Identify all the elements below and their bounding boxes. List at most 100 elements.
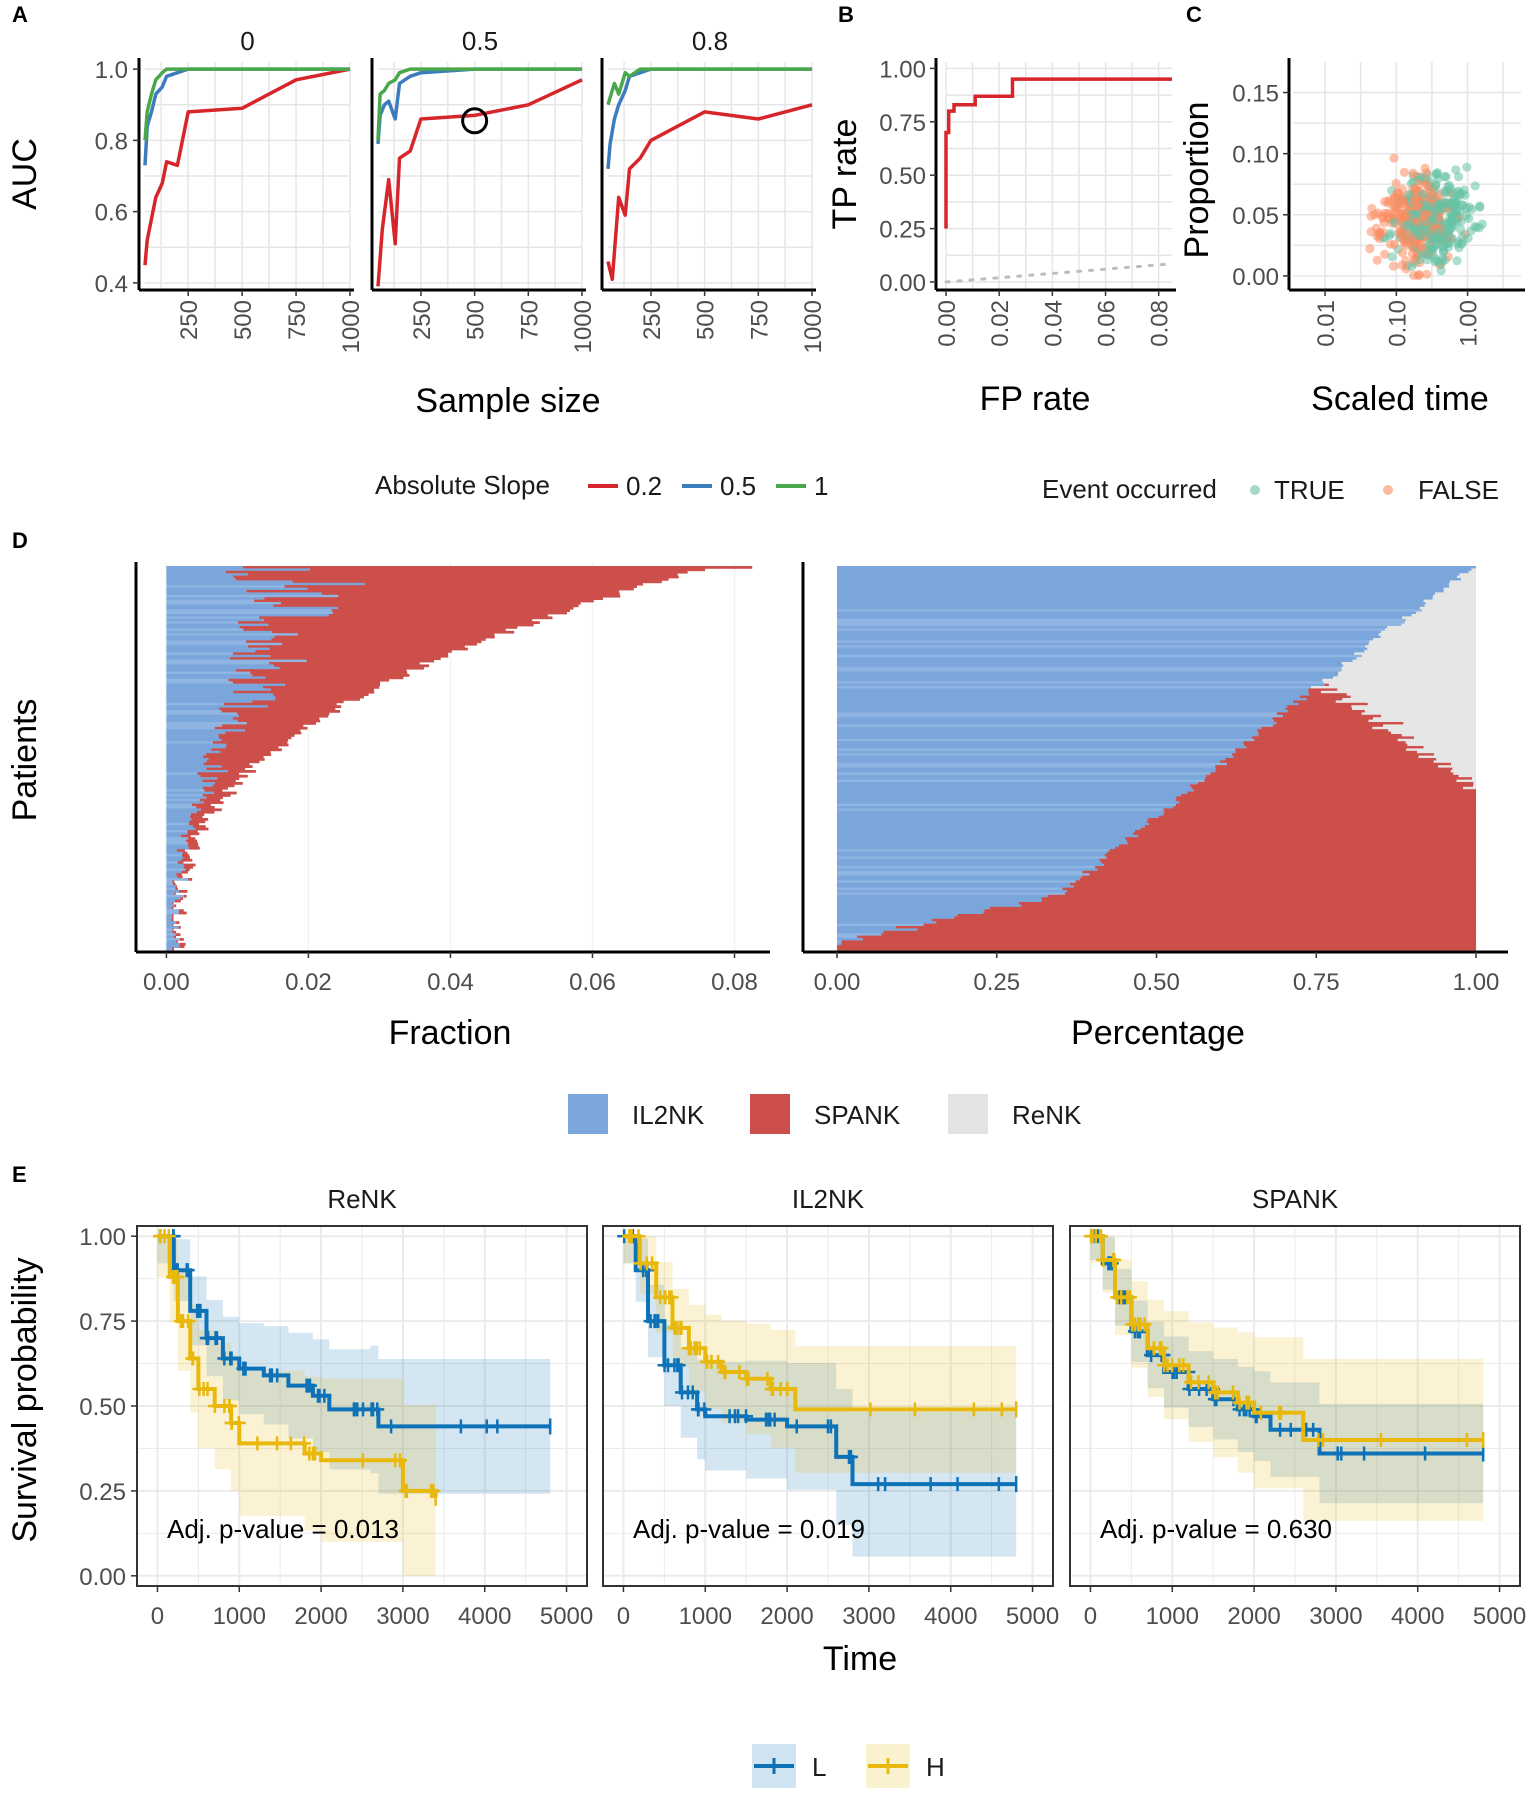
x-tick-label: 1000 xyxy=(1146,1603,1199,1630)
spank-bar xyxy=(1073,885,1477,888)
renk-bar xyxy=(1460,578,1477,581)
il2nk-bar xyxy=(836,885,1074,888)
spank-bar xyxy=(282,642,477,646)
il2nk-bar xyxy=(166,623,269,627)
panel-label: C xyxy=(1186,2,1202,27)
spank-bar xyxy=(271,638,486,641)
scatter-point xyxy=(1421,180,1432,190)
il2nk-bar xyxy=(836,755,1234,759)
y-tick-label: 1.0 xyxy=(95,57,128,84)
x-tick-label: 4000 xyxy=(1391,1603,1444,1630)
il2nk-bar xyxy=(836,786,1192,790)
il2nk-bar xyxy=(166,839,186,843)
spank-bar xyxy=(862,938,1477,941)
renk-bar xyxy=(1448,582,1477,586)
spank-bar xyxy=(200,774,248,778)
il2nk-bar xyxy=(166,717,233,720)
x-tick-label: 2000 xyxy=(760,1603,813,1630)
spank-bar xyxy=(1243,743,1408,747)
facet-title: 0 xyxy=(240,26,254,56)
il2nk-bar xyxy=(836,774,1207,778)
il2nk-bar xyxy=(836,633,1379,636)
y-tick-label: 0.00 xyxy=(879,270,926,297)
scatter-point xyxy=(1466,226,1476,236)
il2nk-bar xyxy=(166,638,272,641)
spank-bar xyxy=(1126,839,1477,843)
spank-bar xyxy=(250,671,408,675)
il2nk-bar xyxy=(836,568,1472,572)
il2nk-bar xyxy=(836,580,1451,584)
il2nk-bar xyxy=(836,863,1104,867)
il2nk-bar xyxy=(166,676,266,680)
spank-bar xyxy=(1041,897,1477,900)
facet-title: SPANK xyxy=(1252,1184,1339,1214)
il2nk-bar xyxy=(836,743,1244,747)
spank-bar xyxy=(228,678,390,682)
y-tick-label: 0.05 xyxy=(1232,203,1279,230)
spank-bar xyxy=(176,921,180,924)
spank-bar xyxy=(175,885,177,888)
il2nk-bar xyxy=(836,933,882,936)
renk-bar xyxy=(1365,645,1477,648)
x-tick-label: 0.50 xyxy=(1133,969,1180,996)
spank-bar xyxy=(279,666,425,670)
il2nk-bar xyxy=(836,772,1211,776)
spank-bar xyxy=(984,909,1477,912)
legend-label: H xyxy=(926,1752,945,1782)
il2nk-bar xyxy=(166,770,228,773)
il2nk-bar xyxy=(836,630,1382,634)
il2nk-bar xyxy=(166,906,172,910)
il2nk-bar xyxy=(166,729,245,732)
renk-bar xyxy=(1311,686,1477,689)
il2nk-bar xyxy=(166,892,175,896)
renk-bar xyxy=(1352,659,1477,663)
scatter-point xyxy=(1415,242,1426,252)
y-tick-label: 0.75 xyxy=(879,110,926,137)
il2nk-bar xyxy=(836,664,1344,668)
renk-bar xyxy=(1342,698,1477,701)
il2nk-bar xyxy=(166,894,184,898)
il2nk-bar xyxy=(836,628,1385,632)
spank-bar xyxy=(1148,818,1477,821)
spank-bar xyxy=(836,947,1477,951)
panel-border xyxy=(602,1225,1054,1587)
il2nk-bar xyxy=(836,712,1277,716)
renk-bar xyxy=(1414,736,1477,740)
il2nk-bar xyxy=(166,750,221,754)
spank-bar xyxy=(1287,705,1352,708)
x-tick-label: 0.10 xyxy=(1384,300,1411,347)
series-line-0-2 xyxy=(143,67,351,266)
scatter-point xyxy=(1397,248,1408,258)
il2nk-bar xyxy=(836,777,1206,780)
il2nk-bar xyxy=(166,801,204,804)
spank-bar xyxy=(1215,770,1451,773)
il2nk-bar xyxy=(166,662,270,665)
renk-bar xyxy=(1384,628,1477,632)
il2nk-bar xyxy=(166,710,222,713)
il2nk-bar xyxy=(836,642,1369,646)
x-tick-label: 0.04 xyxy=(1040,300,1067,347)
spank-bar xyxy=(217,777,240,780)
spank-bar xyxy=(262,686,380,689)
il2nk-bar xyxy=(166,611,334,615)
spank-bar xyxy=(187,832,200,836)
x-tick-label: 0.02 xyxy=(987,300,1014,347)
renk-bar xyxy=(1402,616,1477,620)
il2nk-bar xyxy=(836,659,1353,663)
il2nk-bar xyxy=(166,609,332,612)
spank-bar xyxy=(1158,815,1477,819)
spank-bar xyxy=(214,782,243,785)
spank-bar xyxy=(206,796,223,800)
il2nk-bar xyxy=(836,597,1433,600)
il2nk-bar xyxy=(166,669,237,672)
il2nk-bar xyxy=(166,688,271,692)
il2nk-bar xyxy=(166,851,183,855)
spank-bar xyxy=(1104,854,1477,857)
x-tick-label: 0.00 xyxy=(814,969,861,996)
x-tick-label: 0.25 xyxy=(973,969,1020,996)
scatter-point xyxy=(1391,178,1401,188)
il2nk-bar xyxy=(836,594,1434,598)
censor-marks-H xyxy=(622,1229,1018,1418)
spank-bar xyxy=(179,942,186,946)
il2nk-bar xyxy=(836,604,1425,608)
